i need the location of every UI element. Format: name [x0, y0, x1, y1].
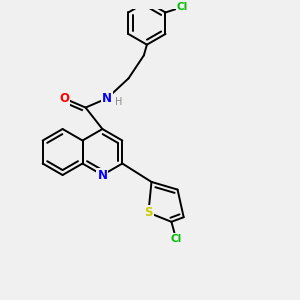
Text: N: N: [102, 92, 112, 105]
Text: Cl: Cl: [177, 2, 188, 12]
Text: H: H: [115, 97, 122, 107]
Text: N: N: [98, 169, 107, 182]
Text: O: O: [59, 92, 69, 105]
Text: Cl: Cl: [170, 234, 182, 244]
Text: S: S: [144, 206, 153, 219]
